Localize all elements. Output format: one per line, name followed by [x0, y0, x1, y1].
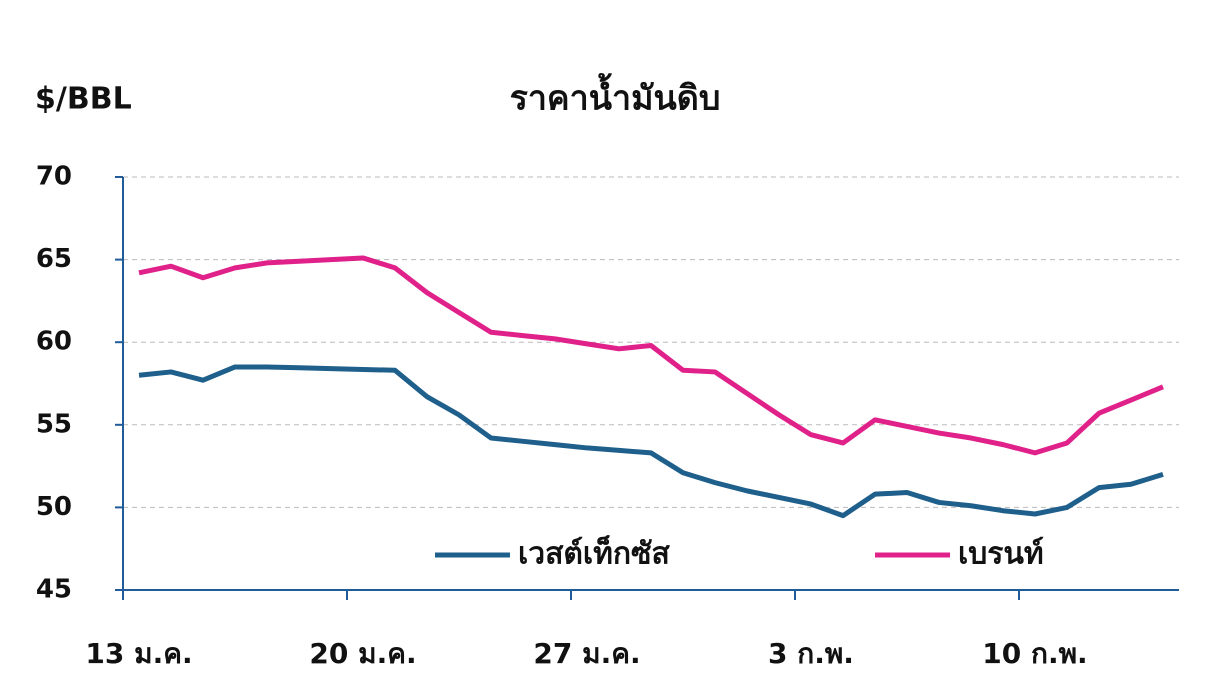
x-tick-label: 3 ก.พ. [768, 637, 854, 670]
x-tick-label: 27 ม.ค. [533, 637, 640, 670]
y-tick-label: 65 [36, 244, 72, 274]
y-tick-label: 55 [36, 409, 72, 439]
y-tick-label: 50 [36, 492, 72, 522]
y-tick-label: 45 [36, 575, 72, 605]
legend-label: เบรนท์ [958, 537, 1044, 572]
legend-label: เวสต์เท็กซัส [518, 535, 670, 572]
y-tick-label: 60 [36, 327, 72, 357]
x-tick-label: 20 ม.ค. [309, 637, 416, 670]
x-tick-label: 13 ม.ค. [85, 637, 192, 670]
line-series [138, 364, 1164, 519]
chart-title: ราคาน้ำมันดิบ [510, 73, 721, 119]
y-axis-label: $/BBL [35, 82, 132, 117]
x-tick-label: 10 ก.พ. [982, 637, 1087, 670]
y-tick-label: 70 [36, 162, 72, 192]
line-series [138, 255, 1164, 456]
